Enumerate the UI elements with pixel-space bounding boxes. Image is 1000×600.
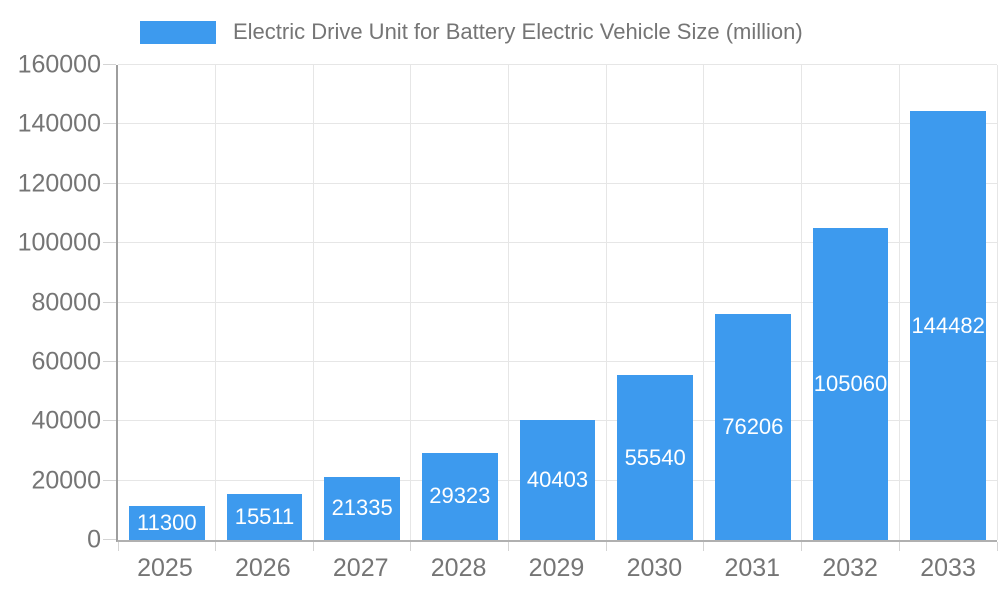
y-axis-tick (103, 301, 116, 303)
x-axis-labels: 2025 2026 2027 2028 2029 2030 2031 2032 2033 (116, 554, 997, 588)
y-axis-tick (103, 123, 116, 125)
gridline-horizontal (118, 182, 997, 184)
gridline-horizontal (118, 123, 997, 125)
plot-area: 11300 15511 21335 29323 40403 55540 76206 10506… (103, 64, 998, 551)
y-tick-label: 160000 (17, 50, 101, 79)
gridline-horizontal (118, 64, 997, 65)
x-axis-tick (215, 542, 217, 551)
y-axis-tick (103, 64, 116, 65)
x-axis-tick (898, 542, 900, 551)
gridline-vertical (215, 65, 217, 540)
bar-2028[interactable]: 29323 (421, 452, 498, 540)
y-tick-label: 140000 (17, 109, 101, 138)
y-tick-label: 60000 (31, 347, 101, 376)
x-axis-tick (996, 542, 998, 551)
gridline-vertical (312, 65, 314, 540)
bar-2027[interactable]: 21335 (324, 476, 401, 540)
bar-2029[interactable]: 40403 (519, 420, 596, 540)
y-tick-label: 0 (87, 525, 101, 554)
bar-value-label: 29323 (429, 483, 491, 509)
y-tick-label: 80000 (31, 288, 101, 316)
x-tick-label: 2027 (332, 554, 389, 582)
gridline-horizontal (118, 242, 997, 244)
y-axis-tick (103, 360, 116, 362)
bar-2032[interactable]: 105060 (812, 228, 889, 540)
bar-value-label: 144482 (911, 312, 985, 338)
y-axis-tick (103, 479, 116, 481)
gridline-horizontal (118, 360, 997, 362)
x-tick-label: 2033 (920, 554, 976, 582)
x-axis-tick (117, 542, 119, 551)
bar-value-label: 105060 (813, 371, 888, 397)
y-tick-label: 100000 (17, 228, 101, 257)
x-axis-tick (312, 542, 314, 551)
legend: Electric Drive Unit for Battery Electric… (140, 19, 803, 45)
gridline-vertical (410, 65, 412, 540)
y-axis-labels: 0 20000 40000 60000 80000 100000 120000 140000 1… (0, 51, 101, 554)
bar-value-label: 55540 (624, 444, 686, 470)
y-axis-tick (103, 182, 116, 184)
legend-swatch-icon (140, 20, 216, 44)
gridline-vertical (605, 65, 607, 540)
bar-value-label: 76206 (722, 413, 784, 439)
y-tick-label: 20000 (31, 466, 101, 495)
y-axis-tick (103, 539, 116, 540)
x-tick-label: 2025 (137, 554, 193, 582)
gridline-vertical (801, 65, 803, 540)
x-axis-tick (605, 542, 607, 551)
x-tick-label: 2029 (528, 554, 585, 582)
x-tick-label: 2030 (626, 554, 683, 582)
x-axis-tick (801, 542, 803, 551)
bar-value-label: 40403 (526, 467, 589, 493)
x-tick-label: 2032 (822, 554, 878, 582)
bar-value-label: 15511 (234, 503, 295, 529)
x-tick-label: 2031 (724, 554, 781, 582)
bar-2026[interactable]: 15511 (226, 493, 303, 540)
y-axis-tick (103, 242, 116, 244)
x-tick-label: 2026 (235, 554, 291, 582)
gridline-vertical (996, 65, 998, 540)
bar-2030[interactable]: 55540 (617, 375, 694, 540)
x-axis-tick (410, 542, 412, 551)
legend-item[interactable]: Electric Drive Unit for Battery Electric… (140, 19, 803, 45)
gridline-vertical (898, 65, 900, 540)
bar-value-label: 11300 (137, 510, 197, 536)
x-axis-tick (703, 542, 705, 551)
y-tick-label: 40000 (31, 406, 101, 435)
gridline-vertical (703, 65, 705, 540)
x-tick-label: 2028 (430, 554, 487, 582)
bar-2033[interactable]: 144482 (910, 111, 987, 540)
y-tick-label: 120000 (17, 169, 101, 198)
bar-2031[interactable]: 76206 (714, 313, 791, 540)
gridline-horizontal (118, 301, 997, 303)
legend-label: Electric Drive Unit for Battery Electric… (233, 19, 803, 44)
bar-value-label: 21335 (331, 495, 393, 521)
y-axis-tick (103, 420, 116, 422)
x-axis-tick (508, 542, 510, 551)
gridline-vertical (508, 65, 510, 540)
bar-2025[interactable]: 11300 (128, 506, 205, 540)
